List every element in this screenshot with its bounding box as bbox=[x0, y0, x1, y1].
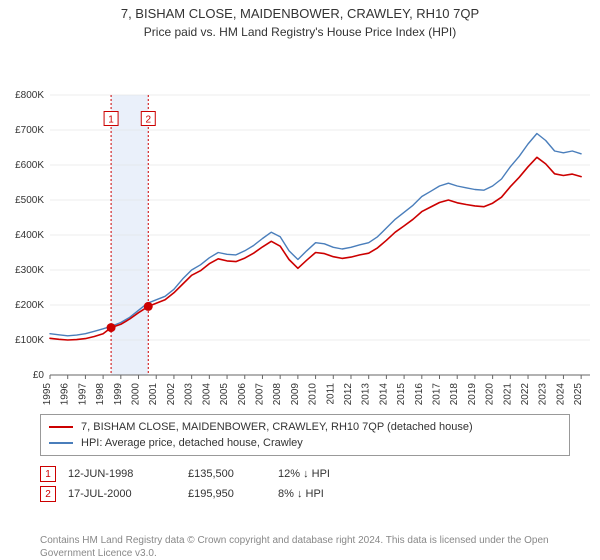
tx-hpi: 8% ↓ HPI bbox=[278, 488, 378, 500]
svg-text:2015: 2015 bbox=[396, 383, 407, 405]
svg-text:£600K: £600K bbox=[15, 160, 44, 171]
svg-text:2023: 2023 bbox=[538, 383, 549, 405]
price-marker bbox=[107, 323, 116, 332]
svg-text:2021: 2021 bbox=[502, 383, 513, 405]
svg-text:2005: 2005 bbox=[219, 383, 230, 405]
svg-text:2: 2 bbox=[145, 115, 151, 126]
svg-text:2009: 2009 bbox=[290, 383, 301, 405]
svg-text:2001: 2001 bbox=[148, 383, 159, 405]
svg-text:£800K: £800K bbox=[15, 90, 44, 101]
svg-text:£100K: £100K bbox=[15, 335, 44, 346]
legend: 7, BISHAM CLOSE, MAIDENBOWER, CRAWLEY, R… bbox=[40, 414, 570, 504]
callout-marker-1: 1 bbox=[40, 466, 56, 482]
svg-text:2013: 2013 bbox=[361, 383, 372, 405]
svg-text:2019: 2019 bbox=[467, 383, 478, 405]
svg-text:2004: 2004 bbox=[201, 383, 212, 405]
transaction-table: 1 12-JUN-1998 £135,500 12% ↓ HPI 2 17-JU… bbox=[40, 464, 570, 504]
legend-label: 7, BISHAM CLOSE, MAIDENBOWER, CRAWLEY, R… bbox=[81, 421, 473, 433]
legend-label: HPI: Average price, detached house, Craw… bbox=[81, 437, 303, 449]
chart-title: 7, BISHAM CLOSE, MAIDENBOWER, CRAWLEY, R… bbox=[0, 6, 600, 21]
svg-text:1998: 1998 bbox=[95, 383, 106, 405]
legend-row: HPI: Average price, detached house, Craw… bbox=[49, 435, 561, 451]
svg-text:2017: 2017 bbox=[432, 383, 443, 405]
tx-price: £195,950 bbox=[188, 488, 278, 500]
svg-text:2018: 2018 bbox=[449, 383, 460, 405]
svg-text:2008: 2008 bbox=[272, 383, 283, 405]
tx-date: 12-JUN-1998 bbox=[68, 468, 188, 480]
svg-text:£300K: £300K bbox=[15, 265, 44, 276]
svg-text:1999: 1999 bbox=[113, 383, 124, 405]
tx-price: £135,500 bbox=[188, 468, 278, 480]
transaction-row: 1 12-JUN-1998 £135,500 12% ↓ HPI bbox=[40, 464, 570, 484]
svg-text:1: 1 bbox=[108, 115, 114, 126]
legend-series-box: 7, BISHAM CLOSE, MAIDENBOWER, CRAWLEY, R… bbox=[40, 414, 570, 456]
transaction-row: 2 17-JUL-2000 £195,950 8% ↓ HPI bbox=[40, 484, 570, 504]
tx-date: 17-JUL-2000 bbox=[68, 488, 188, 500]
svg-text:£500K: £500K bbox=[15, 195, 44, 206]
svg-text:2024: 2024 bbox=[555, 383, 566, 405]
svg-text:£400K: £400K bbox=[15, 230, 44, 241]
price-chart: £0 £100K £200K £300K £400K £500K £600K £700K £80… bbox=[0, 45, 600, 405]
svg-text:1997: 1997 bbox=[77, 383, 88, 405]
svg-text:1996: 1996 bbox=[60, 383, 71, 405]
svg-text:1995: 1995 bbox=[42, 383, 53, 405]
chart-subtitle: Price paid vs. HM Land Registry's House … bbox=[0, 25, 600, 39]
svg-text:2010: 2010 bbox=[308, 383, 319, 405]
svg-text:2011: 2011 bbox=[325, 383, 336, 405]
svg-text:2000: 2000 bbox=[131, 383, 142, 405]
legend-swatch bbox=[49, 442, 73, 444]
svg-text:£200K: £200K bbox=[15, 300, 44, 311]
legend-swatch bbox=[49, 426, 73, 428]
svg-text:2002: 2002 bbox=[166, 383, 177, 405]
disclaimer-text: Contains HM Land Registry data © Crown c… bbox=[40, 534, 580, 560]
legend-row: 7, BISHAM CLOSE, MAIDENBOWER, CRAWLEY, R… bbox=[49, 419, 561, 435]
svg-text:£700K: £700K bbox=[15, 125, 44, 136]
tx-hpi: 12% ↓ HPI bbox=[278, 468, 378, 480]
svg-text:£0: £0 bbox=[33, 370, 45, 381]
price-marker bbox=[144, 302, 153, 311]
svg-text:2020: 2020 bbox=[485, 383, 496, 405]
svg-text:2006: 2006 bbox=[237, 383, 248, 405]
svg-text:2014: 2014 bbox=[378, 383, 389, 405]
svg-text:2022: 2022 bbox=[520, 383, 531, 405]
svg-text:2003: 2003 bbox=[184, 383, 195, 405]
svg-text:2012: 2012 bbox=[343, 383, 354, 405]
svg-text:2007: 2007 bbox=[254, 383, 265, 405]
callout-marker-2: 2 bbox=[40, 486, 56, 502]
svg-text:2016: 2016 bbox=[414, 383, 425, 405]
svg-text:2025: 2025 bbox=[573, 383, 584, 405]
